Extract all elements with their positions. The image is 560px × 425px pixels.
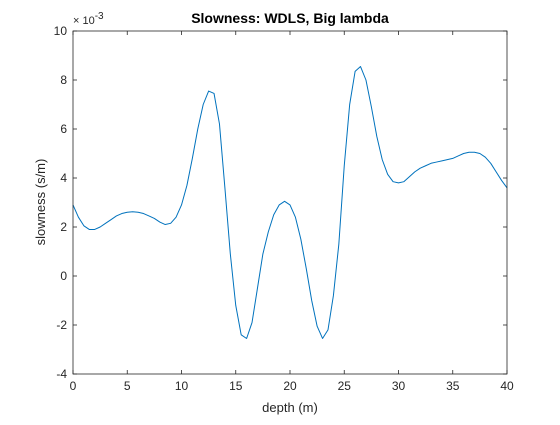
x-tick-label: 10	[175, 379, 189, 393]
x-tick-label: 15	[229, 379, 243, 393]
x-tick-label: 40	[500, 379, 514, 393]
x-tick-label: 25	[338, 379, 352, 393]
y-tick-label: 10	[54, 24, 68, 38]
y-exponent-base: × 10	[73, 15, 95, 27]
series-line	[72, 66, 508, 339]
y-tick-label: 8	[60, 73, 67, 87]
y-tick-label: -4	[56, 367, 67, 381]
plot-area	[73, 31, 507, 374]
y-exponent-label: × 10-3	[73, 11, 104, 27]
y-tick-label: 6	[60, 122, 67, 136]
y-tick-label: 2	[60, 220, 67, 234]
y-exponent-power: -3	[95, 11, 104, 22]
x-tick-label: 20	[283, 379, 297, 393]
x-axis-label: depth (m)	[262, 400, 318, 415]
chart-title: Slowness: WDLS, Big lambda	[191, 10, 389, 26]
x-tick-label: 0	[70, 379, 77, 393]
x-tick-label: 30	[392, 379, 406, 393]
y-tick-label: 4	[60, 171, 67, 185]
x-tick-label: 35	[446, 379, 460, 393]
y-tick-label: -2	[56, 318, 67, 332]
y-axis-label: slowness (s/m)	[33, 159, 48, 246]
y-tick-label: 0	[60, 269, 67, 283]
x-tick-label: 5	[124, 379, 131, 393]
